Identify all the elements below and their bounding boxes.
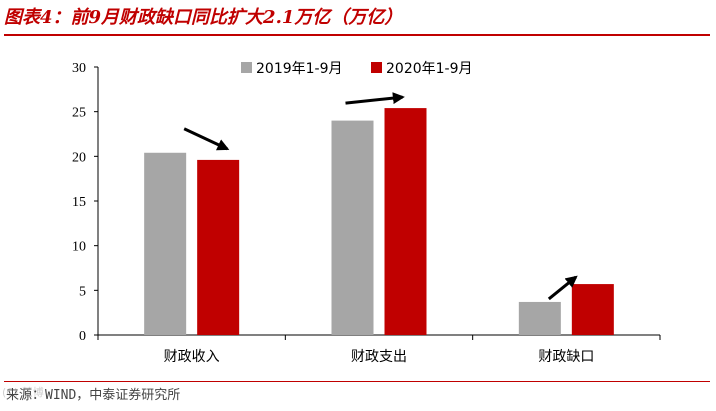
legend-swatch <box>241 62 252 73</box>
annotation-arrow <box>547 275 578 301</box>
legend-label: 2020年1-9月 <box>386 61 473 77</box>
bar-2020 <box>571 284 614 335</box>
bar-2019 <box>518 301 561 335</box>
annotation-arrow <box>183 127 230 151</box>
bar-2019 <box>331 120 374 335</box>
y-tick-label: 0 <box>79 329 86 344</box>
source-note: 来源：WIND，中泰证券研究所 <box>6 388 181 403</box>
x-category-label: 财政支出 <box>351 349 407 365</box>
y-tick-label: 20 <box>72 150 86 165</box>
bar-2019 <box>144 152 187 335</box>
bar-2020 <box>197 159 240 335</box>
y-tick-label: 30 <box>72 61 86 76</box>
title-divider <box>4 34 710 36</box>
x-category-label: 财政缺口 <box>538 349 594 365</box>
x-category-label: 财政收入 <box>164 349 220 365</box>
y-tick-label: 25 <box>72 106 86 121</box>
bar-2020 <box>384 108 427 336</box>
y-tick-label: 10 <box>72 240 86 255</box>
bar-chart: 0 5 10 15 20 25 30 财政收入 财政支出 财政缺口 2019年1-9月 2020年1-… <box>72 61 661 365</box>
y-tick-label: 5 <box>79 284 86 299</box>
legend-swatch <box>371 62 382 73</box>
annotation-arrow <box>345 92 405 105</box>
legend-label: 2019年1-9月 <box>256 61 343 77</box>
chart-title: 图表4：前9月财政缺口同比扩大2.1万亿（万亿） <box>4 7 403 28</box>
y-tick-label: 15 <box>72 195 86 210</box>
source-divider <box>4 381 710 382</box>
